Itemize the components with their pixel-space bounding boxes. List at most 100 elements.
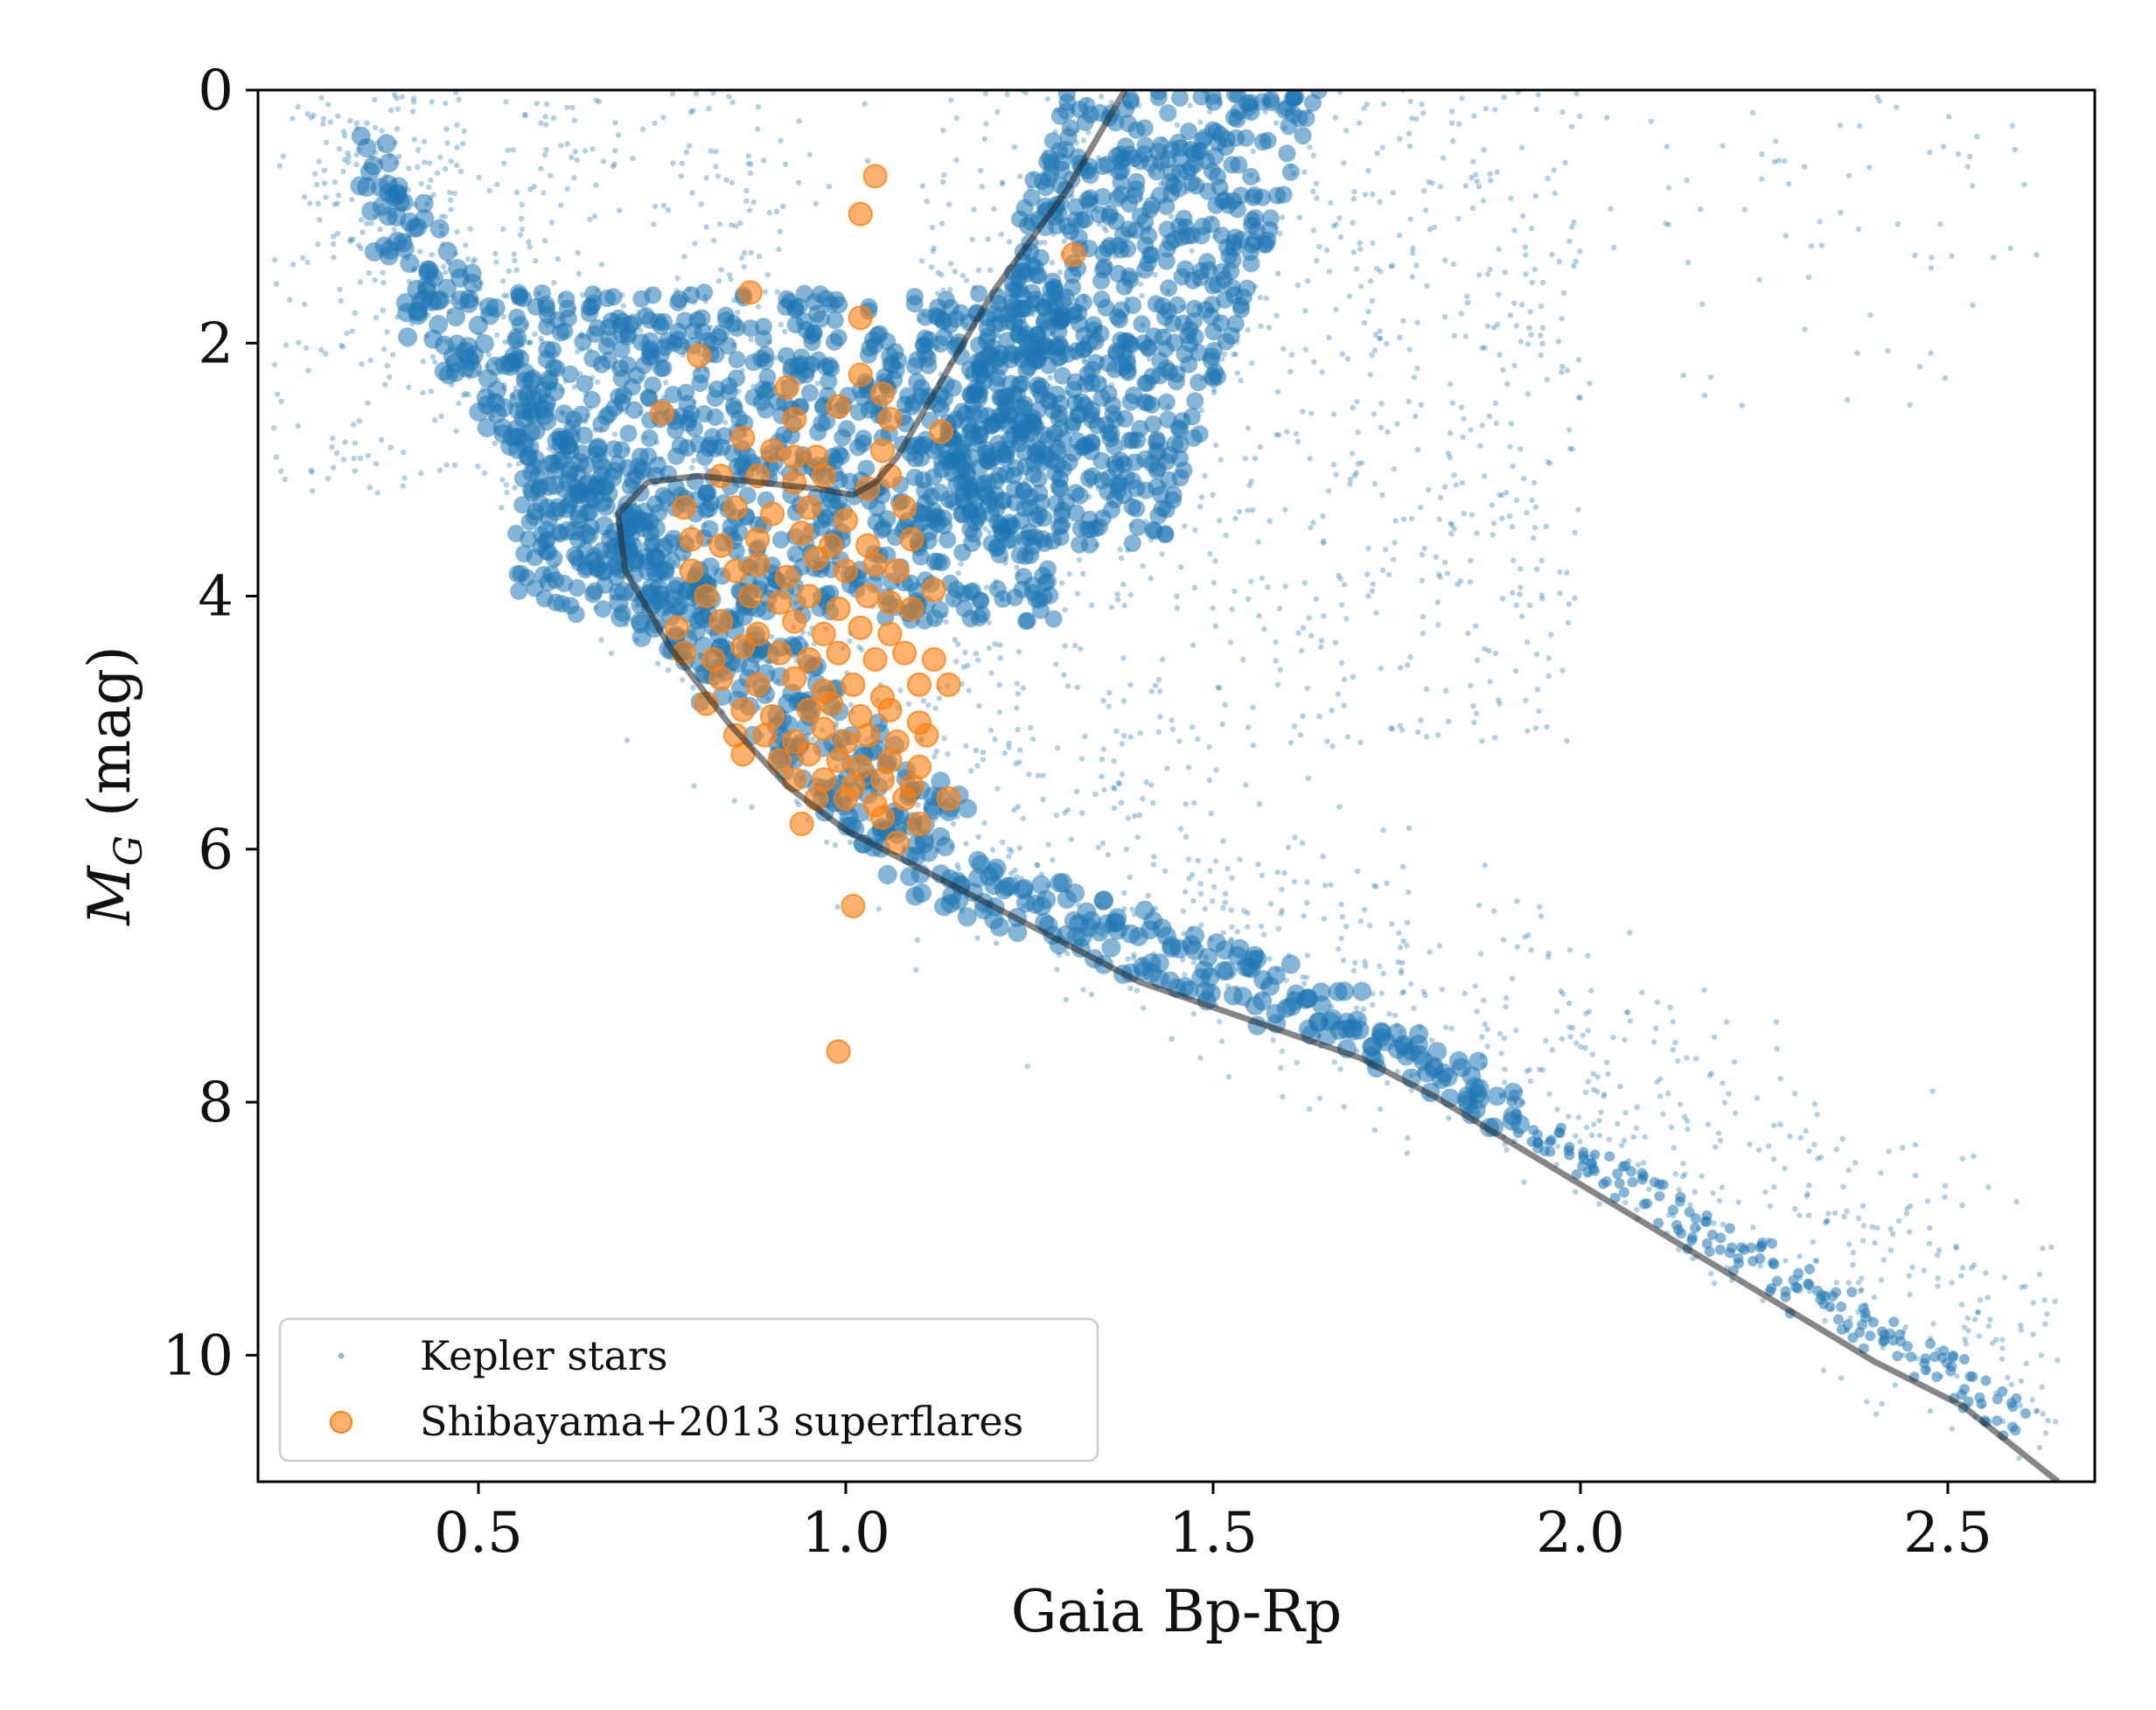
- kepler-star: [932, 705, 938, 711]
- kepler-star: [1043, 154, 1061, 172]
- kepler-star: [1407, 653, 1413, 660]
- kepler-star: [1537, 904, 1543, 911]
- kepler-star: [1471, 113, 1477, 119]
- kepler-star: [538, 340, 556, 359]
- kepler-star: [1279, 214, 1286, 220]
- kepler-star: [980, 757, 987, 763]
- kepler-star: [324, 101, 331, 108]
- kepler-star: [552, 367, 559, 373]
- kepler-star: [534, 566, 553, 584]
- kepler-star: [1808, 243, 1815, 249]
- kepler-star: [638, 409, 644, 415]
- kepler-star: [349, 196, 355, 203]
- kepler-star: [1127, 185, 1134, 192]
- kepler-star: [1157, 688, 1163, 694]
- kepler-star: [1220, 838, 1226, 844]
- kepler-star: [1350, 967, 1357, 974]
- kepler-star: [1220, 930, 1226, 936]
- kepler-star: [1634, 1104, 1641, 1111]
- kepler-star: [562, 365, 579, 383]
- superflare-star: [834, 507, 858, 533]
- kepler-star: [1131, 952, 1137, 958]
- kepler-star: [659, 572, 666, 578]
- kepler-star: [1116, 334, 1122, 340]
- kepler-star: [373, 461, 380, 467]
- kepler-star: [1092, 272, 1111, 290]
- kepler-star: [1400, 516, 1407, 522]
- kepler-star: [374, 140, 381, 146]
- kepler-star: [1392, 1012, 1399, 1019]
- kepler-star: [558, 473, 564, 480]
- kepler-star: [1855, 226, 1862, 233]
- kepler-star: [698, 201, 704, 207]
- kepler-star: [1448, 120, 1455, 126]
- kepler-star: [1756, 1147, 1762, 1153]
- kepler-star: [1222, 188, 1228, 195]
- kepler-star: [412, 202, 418, 208]
- kepler-star: [1129, 232, 1136, 239]
- kepler-star: [1476, 272, 1483, 278]
- kepler-star: [544, 322, 550, 328]
- kepler-star: [1197, 890, 1204, 897]
- kepler-star: [673, 288, 680, 294]
- kepler-star: [645, 288, 652, 295]
- kepler-star: [1782, 1165, 1788, 1171]
- kepler-star: [512, 257, 518, 263]
- kepler-star: [1191, 584, 1198, 590]
- kepler-star: [1490, 532, 1496, 538]
- kepler-star: [1082, 102, 1089, 109]
- kepler-star: [1128, 495, 1134, 502]
- kepler-star: [1568, 224, 1575, 230]
- kepler-star: [1140, 795, 1146, 802]
- kepler-star: [1509, 975, 1516, 981]
- kepler-star: [363, 164, 369, 171]
- kepler-star: [1288, 352, 1295, 358]
- kepler-star: [1525, 391, 1532, 397]
- kepler-star: [1514, 944, 1521, 950]
- kepler-star: [513, 496, 532, 514]
- kepler-star: [454, 144, 460, 150]
- kepler-star: [1025, 255, 1031, 262]
- kepler-star: [931, 792, 938, 799]
- kepler-star: [1757, 1263, 1763, 1269]
- kepler-star: [1202, 355, 1208, 362]
- kepler-star: [1837, 122, 1844, 129]
- kepler-star: [502, 339, 508, 345]
- kepler-star: [584, 413, 590, 419]
- kepler-star: [637, 548, 655, 566]
- kepler-star: [1598, 1109, 1604, 1115]
- kepler-star: [1062, 643, 1068, 649]
- kepler-star: [1573, 90, 1580, 97]
- kepler-star: [1330, 462, 1337, 468]
- kepler-star: [1162, 868, 1169, 874]
- kepler-star: [1278, 1064, 1284, 1071]
- kepler-star: [1940, 143, 1947, 150]
- kepler-star: [1338, 602, 1345, 608]
- kepler-star: [1157, 714, 1163, 720]
- kepler-star: [492, 359, 498, 366]
- kepler-star: [1575, 1114, 1582, 1120]
- kepler-star: [1513, 1027, 1519, 1034]
- kepler-star: [571, 384, 577, 390]
- kepler-star: [1151, 951, 1157, 957]
- kepler-star: [1180, 366, 1186, 372]
- kepler-star: [1538, 303, 1545, 310]
- kepler-star: [1665, 221, 1671, 227]
- kepler-star: [1159, 551, 1165, 557]
- kepler-star: [1636, 1174, 1648, 1185]
- kepler-star: [448, 158, 454, 164]
- kepler-star: [1797, 1212, 1803, 1218]
- kepler-star: [507, 439, 514, 445]
- kepler-star: [948, 501, 954, 507]
- kepler-star: [1406, 1043, 1413, 1049]
- kepler-star: [1876, 98, 1882, 104]
- kepler-star: [2005, 1374, 2011, 1381]
- kepler-star: [1159, 410, 1177, 429]
- kepler-star: [931, 771, 951, 792]
- kepler-star: [769, 633, 775, 640]
- kepler-star: [1635, 1162, 1642, 1168]
- kepler-star: [1306, 108, 1312, 115]
- kepler-star: [2034, 1407, 2040, 1414]
- kepler-star: [1202, 472, 1208, 479]
- kepler-star: [515, 339, 521, 345]
